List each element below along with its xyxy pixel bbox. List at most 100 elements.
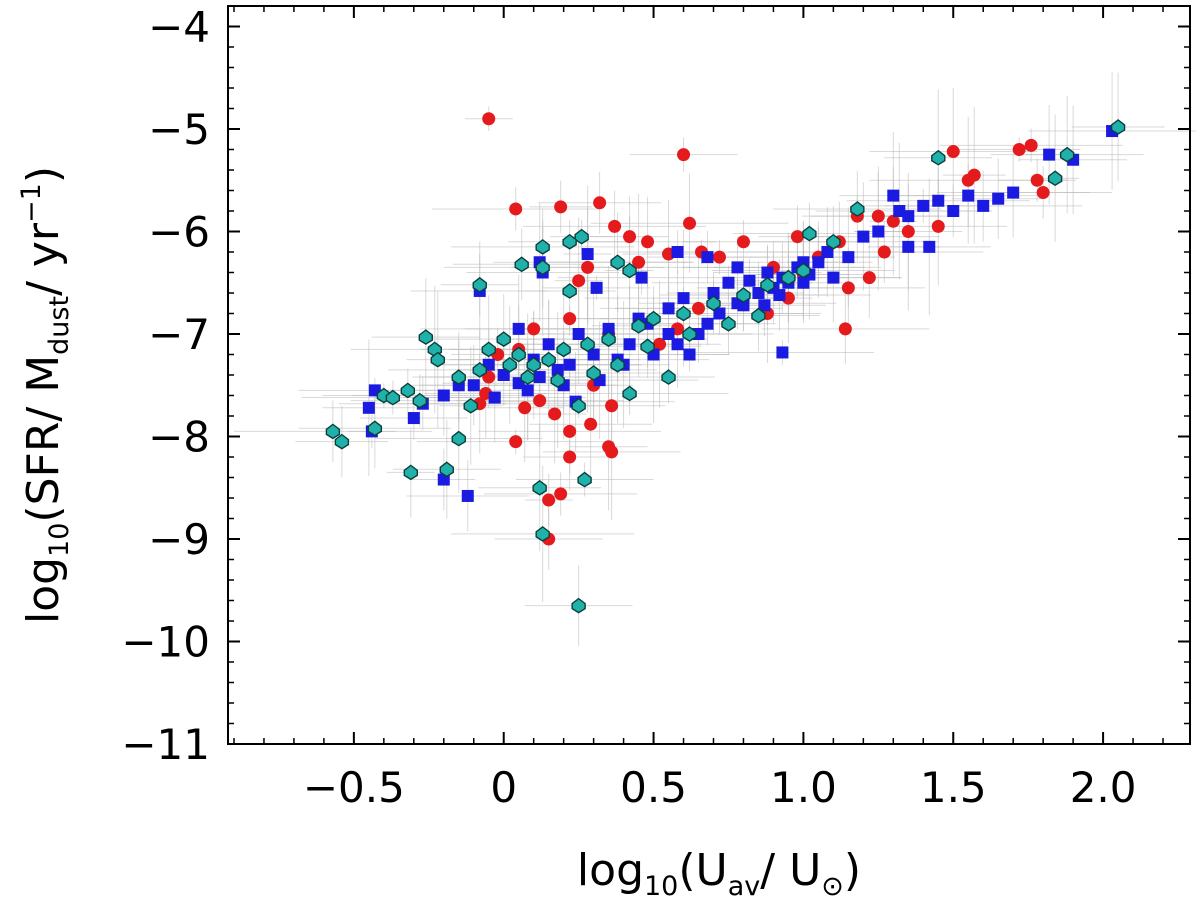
teal-data-point <box>622 262 637 279</box>
y-tick-label: −6 <box>148 208 210 257</box>
y-tick-label: −8 <box>148 413 210 462</box>
y-tick-label: −7 <box>148 310 210 359</box>
x-tick-label: 0 <box>490 763 517 812</box>
teal-data-point <box>676 305 691 322</box>
blue-data-point <box>902 240 915 253</box>
tick-labels: −0.5 0 0.5 1.0 1.5 2.0 −11 −10 −9 −8 −7 −6 −5 −4 <box>121 3 1136 813</box>
blue-data-point <box>713 307 726 320</box>
red-data-point <box>563 450 577 464</box>
teal-data-point <box>562 233 577 250</box>
red-data-point <box>605 445 619 459</box>
blue-data-point <box>761 266 774 279</box>
teal-data-point <box>850 201 865 217</box>
blue-data-point <box>521 384 534 397</box>
red-data-point <box>518 401 532 415</box>
red-data-point <box>623 230 637 244</box>
red-data-point <box>736 235 750 249</box>
teal-data-point <box>511 346 526 363</box>
blue-data-point <box>932 194 945 207</box>
blue-data-point <box>461 489 474 502</box>
blue-data-point <box>407 412 420 425</box>
red-data-point <box>877 245 891 259</box>
blue-data-point <box>821 246 834 258</box>
red-data-point <box>886 214 900 228</box>
blue-data-point <box>947 205 960 217</box>
axis-ticks <box>228 5 1190 745</box>
blue-data-point <box>623 338 636 351</box>
red-data-point <box>692 301 706 315</box>
teal-data-point <box>520 369 535 385</box>
teal-data-point <box>931 149 946 166</box>
y-axis-label-close: ) <box>18 166 69 183</box>
red-data-point <box>548 407 562 421</box>
blue-data-point <box>731 261 744 274</box>
blue-data-point <box>857 230 870 243</box>
blue-data-point <box>776 346 789 359</box>
blue-data-point <box>635 271 648 284</box>
blue-data-point <box>743 274 756 287</box>
teal-data-point <box>661 369 676 385</box>
blue-data-point <box>587 348 600 361</box>
blue-data-point <box>551 363 564 376</box>
data-points <box>325 112 1126 614</box>
blue-data-point <box>722 276 735 289</box>
blue-data-point <box>488 391 501 404</box>
red-data-point <box>1036 186 1050 200</box>
teal-data-point <box>571 597 586 614</box>
teal-data-point <box>535 259 550 276</box>
y-tick-label: −10 <box>121 618 210 667</box>
x-axis-label-close: ) <box>844 845 861 896</box>
y-axis-label-sup: −1 <box>16 183 47 223</box>
red-data-point <box>584 417 598 431</box>
teal-data-point <box>334 433 350 450</box>
blue-data-point <box>362 401 375 414</box>
teal-data-point <box>646 310 661 327</box>
blue-data-point <box>812 256 825 269</box>
red-data-point <box>605 399 619 413</box>
teal-data-point <box>439 461 454 478</box>
teal-data-point <box>610 356 625 373</box>
teal-data-point <box>541 351 556 368</box>
teal-data-point <box>556 341 571 358</box>
teal-data-point <box>463 397 478 414</box>
blue-data-point <box>590 281 603 294</box>
x-tick-label: 2.0 <box>1070 763 1137 812</box>
red-data-point <box>533 394 547 408</box>
plot-frame <box>227 5 1191 745</box>
teal-data-point <box>751 307 766 324</box>
y-axis-label-prefix-sub: 10 <box>44 523 75 557</box>
red-data-point <box>527 322 541 336</box>
red-data-point <box>841 281 855 295</box>
teal-data-point <box>580 336 595 353</box>
teal-data-point <box>412 392 428 409</box>
blue-data-point <box>671 338 684 351</box>
y-axis-label-mid: / yr <box>18 222 69 296</box>
teal-data-point <box>682 326 697 342</box>
blue-data-point <box>701 251 714 264</box>
x-axis-label-prefix: log <box>577 845 644 896</box>
blue-data-point <box>512 322 525 335</box>
teal-data-point <box>535 525 550 542</box>
x-axis-label-sub1: av <box>728 871 761 902</box>
teal-data-point <box>640 338 655 355</box>
x-axis-label: log10(Uav/ U⊙) <box>577 845 861 902</box>
blue-data-point <box>1007 186 1020 199</box>
teal-data-point <box>622 385 637 402</box>
blue-data-point <box>752 287 765 299</box>
teal-data-point <box>514 256 529 273</box>
red-data-point <box>632 255 646 269</box>
y-axis-label-prefix: log <box>18 557 69 624</box>
teal-data-point <box>400 382 416 399</box>
blue-data-point <box>977 199 990 212</box>
red-data-point <box>1024 138 1038 152</box>
blue-data-point <box>797 276 810 289</box>
red-data-point <box>790 230 804 244</box>
blue-data-point <box>1043 148 1056 161</box>
red-data-point <box>542 493 556 507</box>
teal-data-point <box>586 365 601 381</box>
y-tick-label: −9 <box>148 515 210 564</box>
blue-data-point <box>572 328 585 340</box>
y-tick-label: −4 <box>148 3 210 52</box>
red-data-point <box>509 202 523 216</box>
teal-data-point <box>496 331 511 347</box>
